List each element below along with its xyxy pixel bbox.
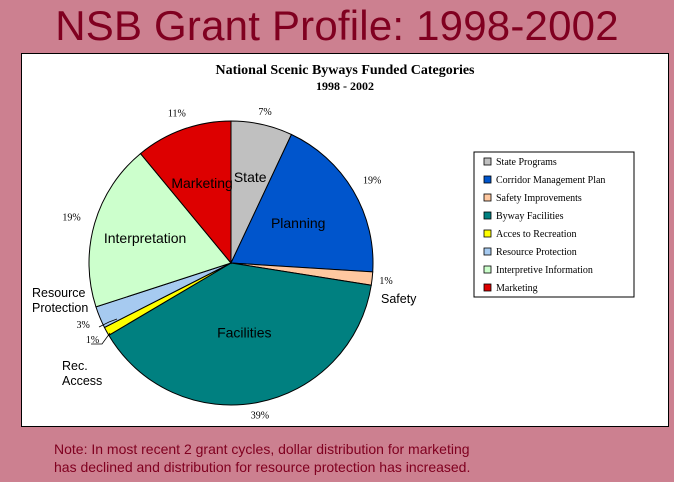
chart-subtitle: 1998 - 2002 bbox=[316, 79, 374, 93]
legend-label-2: Safety Improvements bbox=[496, 193, 582, 204]
pct-label-3: 39% bbox=[251, 410, 269, 421]
legend-label-1: Corridor Management Plan bbox=[496, 175, 605, 186]
leader-line-resource bbox=[98, 318, 118, 328]
legend-box bbox=[473, 151, 635, 298]
slice-label-7: Marketing bbox=[171, 175, 232, 191]
pct-label-7: 11% bbox=[168, 109, 186, 120]
legend-swatch-0 bbox=[483, 157, 492, 166]
label-safety: Safety bbox=[381, 292, 416, 307]
percent-labels: 7% 19% 1% 39% 1% 3% 19% 11% bbox=[62, 107, 392, 421]
slice-label-0: State bbox=[234, 169, 267, 185]
pct-label-2: 1% bbox=[379, 276, 392, 287]
label-resource-protection: Resource Protection bbox=[32, 286, 112, 316]
footnote-line-1: Note: In most recent 2 grant cycles, dol… bbox=[54, 441, 470, 457]
pct-label-6: 19% bbox=[62, 213, 80, 224]
slice-label-6: Interpretation bbox=[104, 230, 187, 246]
legend: State Programs Corridor Management Plan Sa… bbox=[473, 151, 635, 298]
legend-swatch-4 bbox=[483, 229, 492, 238]
chart-title: National Scenic Byways Funded Categories bbox=[216, 63, 476, 78]
pie-slice-interpretive-information bbox=[88, 152, 232, 308]
pct-label-1: 19% bbox=[363, 176, 381, 187]
legend-label-0: State Programs bbox=[496, 157, 557, 168]
legend-label-7: Marketing bbox=[496, 283, 538, 294]
legend-swatch-5 bbox=[483, 247, 492, 256]
legend-swatch-2 bbox=[483, 193, 492, 202]
label-resource-protection-text: Resource Protection bbox=[32, 286, 89, 315]
slide-title: NSB Grant Profile: 1998-2002 bbox=[55, 2, 619, 49]
legend-label-6: Interpretive Information bbox=[496, 265, 593, 276]
legend-swatch-3 bbox=[483, 211, 492, 220]
legend-swatch-6 bbox=[483, 265, 492, 274]
slice-label-1: Planning bbox=[271, 215, 326, 231]
footnote: Note: In most recent 2 grant cycles, dol… bbox=[54, 440, 654, 476]
slice-labels: State Planning Facilities Interpretation Mar… bbox=[104, 169, 326, 341]
legend-label-5: Resource Protection bbox=[496, 247, 577, 258]
legend-swatch-1 bbox=[483, 175, 492, 184]
chart-area: National Scenic Byways Funded Categories… bbox=[21, 53, 669, 427]
pie-slice-marketing bbox=[139, 120, 232, 265]
legend-label-4: Acces to Recreation bbox=[496, 229, 577, 240]
pie-chart: National Scenic Byways Funded Categories… bbox=[62, 63, 635, 421]
footnote-line-2: has declined and distribution for resour… bbox=[54, 459, 471, 475]
legend-swatch-7 bbox=[483, 283, 492, 292]
label-rec-access: Rec. Access bbox=[62, 359, 132, 389]
pct-label-5: 3% bbox=[77, 320, 90, 331]
label-rec-access-text: Rec. Access bbox=[62, 359, 103, 388]
pie-slice-byway-facilities bbox=[108, 262, 372, 406]
leader-line-rec bbox=[91, 332, 111, 345]
label-safety-text: Safety bbox=[381, 292, 417, 306]
legend-label-3: Byway Facilities bbox=[496, 211, 564, 222]
pie-slices bbox=[88, 120, 374, 406]
pct-label-0: 7% bbox=[258, 107, 271, 118]
slice-label-3: Facilities bbox=[217, 325, 271, 341]
pct-label-4: 1% bbox=[86, 335, 99, 346]
pie-slice-corridor-management-plan bbox=[230, 133, 374, 273]
